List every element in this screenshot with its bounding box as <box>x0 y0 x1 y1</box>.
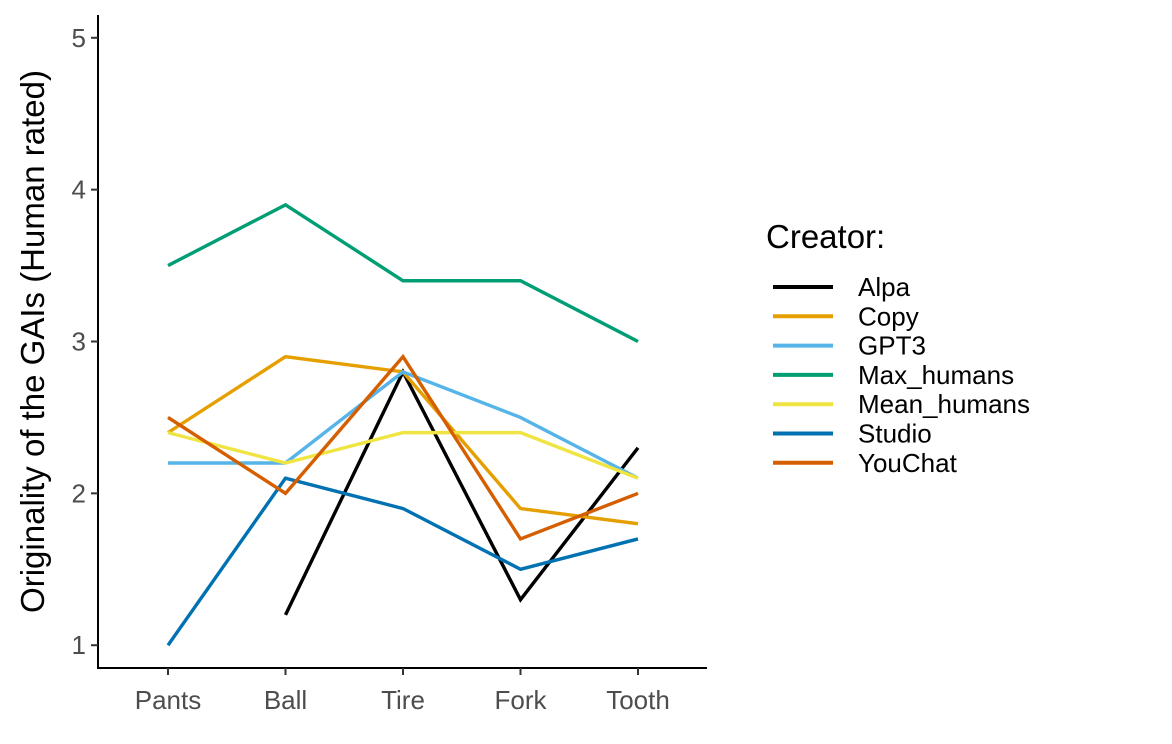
x-tick-label-tooth: Tooth <box>606 685 670 715</box>
series-line-youchat <box>167 353 639 542</box>
legend-label-youchat: YouChat <box>858 448 958 478</box>
series-line-mean-humans <box>167 430 639 480</box>
y-tick-label: 5 <box>72 23 86 53</box>
axes <box>97 15 707 669</box>
y-axis-title: Originality of the GAIs (Human rated) <box>14 70 51 613</box>
legend-label-gpt3: GPT3 <box>858 331 926 361</box>
x-tick-label-ball: Ball <box>264 685 307 715</box>
y-tick-label: 1 <box>72 630 86 660</box>
x-tick-label-fork: Fork <box>495 685 548 715</box>
plot-area <box>166 202 640 647</box>
series-line-gpt3 <box>168 369 639 480</box>
x-tick-label-pants: Pants <box>135 685 202 715</box>
x-tick-label-tire: Tire <box>381 685 425 715</box>
series-line-max-humans <box>167 202 639 344</box>
legend-label-studio: Studio <box>858 419 932 449</box>
legend-items: AlpaCopyGPT3Max_humansMean_humansStudioY… <box>773 272 1030 478</box>
series-line-studio <box>166 476 639 647</box>
y-tick-label: 2 <box>72 478 86 508</box>
axis-ticks: 1 2 3 4 5 Pants Ball Tire Fork Tooth <box>72 23 670 715</box>
legend-title: Creator: <box>766 218 885 255</box>
legend-label-max-humans: Max_humans <box>858 360 1014 390</box>
legend-label-mean-humans: Mean_humans <box>858 389 1030 419</box>
y-tick-label: 4 <box>72 175 86 205</box>
legend-label-alpa: Alpa <box>858 272 911 302</box>
legend: Creator: AlpaCopyGPT3Max_humansMean_huma… <box>766 218 1030 478</box>
legend-label-copy: Copy <box>858 301 919 331</box>
y-tick-label: 3 <box>72 327 86 357</box>
